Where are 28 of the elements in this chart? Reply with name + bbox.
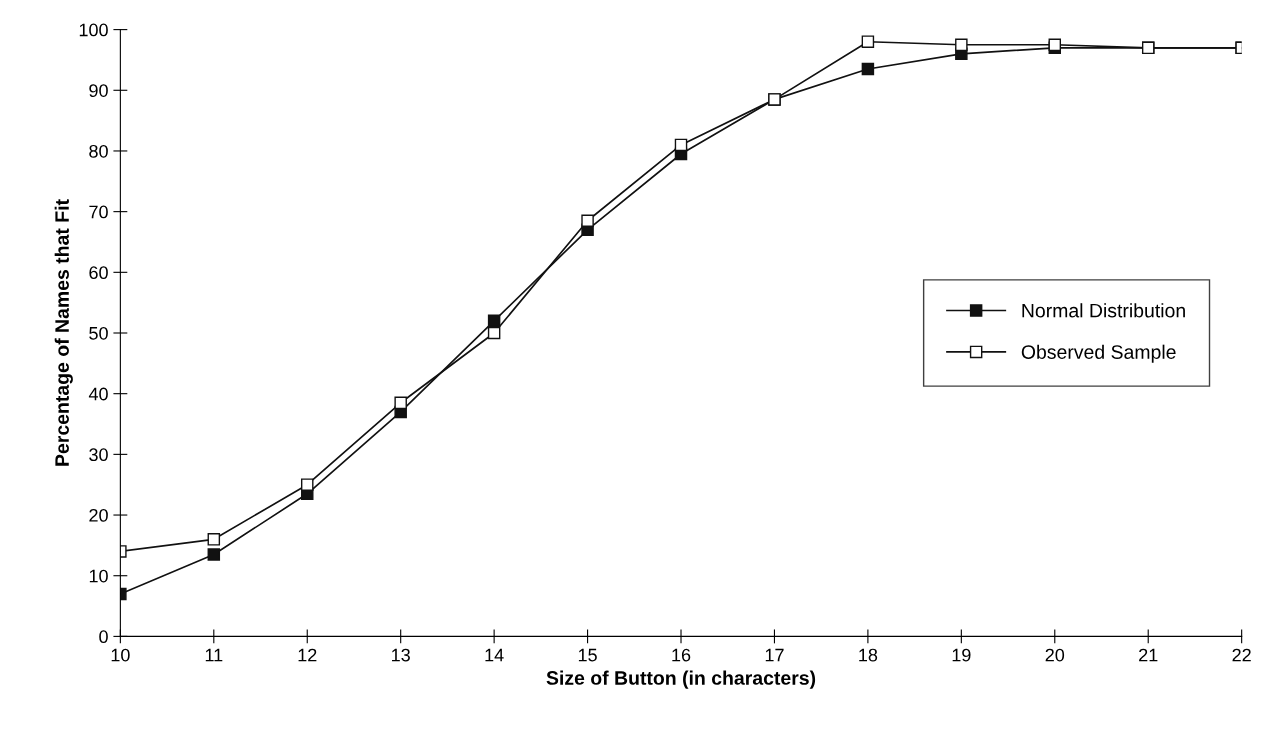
y-tick-label: 20 xyxy=(89,508,108,522)
y-tick-label: 50 xyxy=(89,326,108,340)
y-axis-title: Percentage of Names that Fit xyxy=(54,199,73,466)
y-tick-label: 100 xyxy=(79,23,108,37)
x-tick-label: 16 xyxy=(672,648,691,662)
x-tick-label: 22 xyxy=(1232,648,1251,662)
x-tick-label: 13 xyxy=(392,648,410,662)
y-tick-label: 80 xyxy=(89,144,108,158)
y-tick-label: 40 xyxy=(88,387,108,401)
y-tick-label: 0 xyxy=(99,630,108,644)
y-tick-label: 30 xyxy=(89,448,108,462)
x-axis-title: Size of Button (in characters) xyxy=(546,670,816,689)
y-tick-label: 10 xyxy=(89,569,108,583)
x-tick-label: 18 xyxy=(859,648,878,662)
y-tick-label: 60 xyxy=(89,266,108,280)
x-tick-label: 20 xyxy=(1045,648,1065,662)
y-tick-label: 70 xyxy=(89,205,108,219)
x-tick-label: 12 xyxy=(298,648,317,662)
y-tick-label: 90 xyxy=(89,84,108,97)
x-tick-label: 14 xyxy=(485,648,504,662)
x-tick-label: 17 xyxy=(765,648,784,662)
x-tick-label: 19 xyxy=(952,648,971,662)
legend-label: Observed Sample xyxy=(1021,344,1176,363)
x-tick-label: 11 xyxy=(205,648,223,662)
legend-label: Normal Distribution xyxy=(1022,303,1185,318)
x-tick-label: 21 xyxy=(1139,648,1158,662)
x-tick-label: 10 xyxy=(111,648,130,662)
x-tick-label: 15 xyxy=(578,648,597,662)
